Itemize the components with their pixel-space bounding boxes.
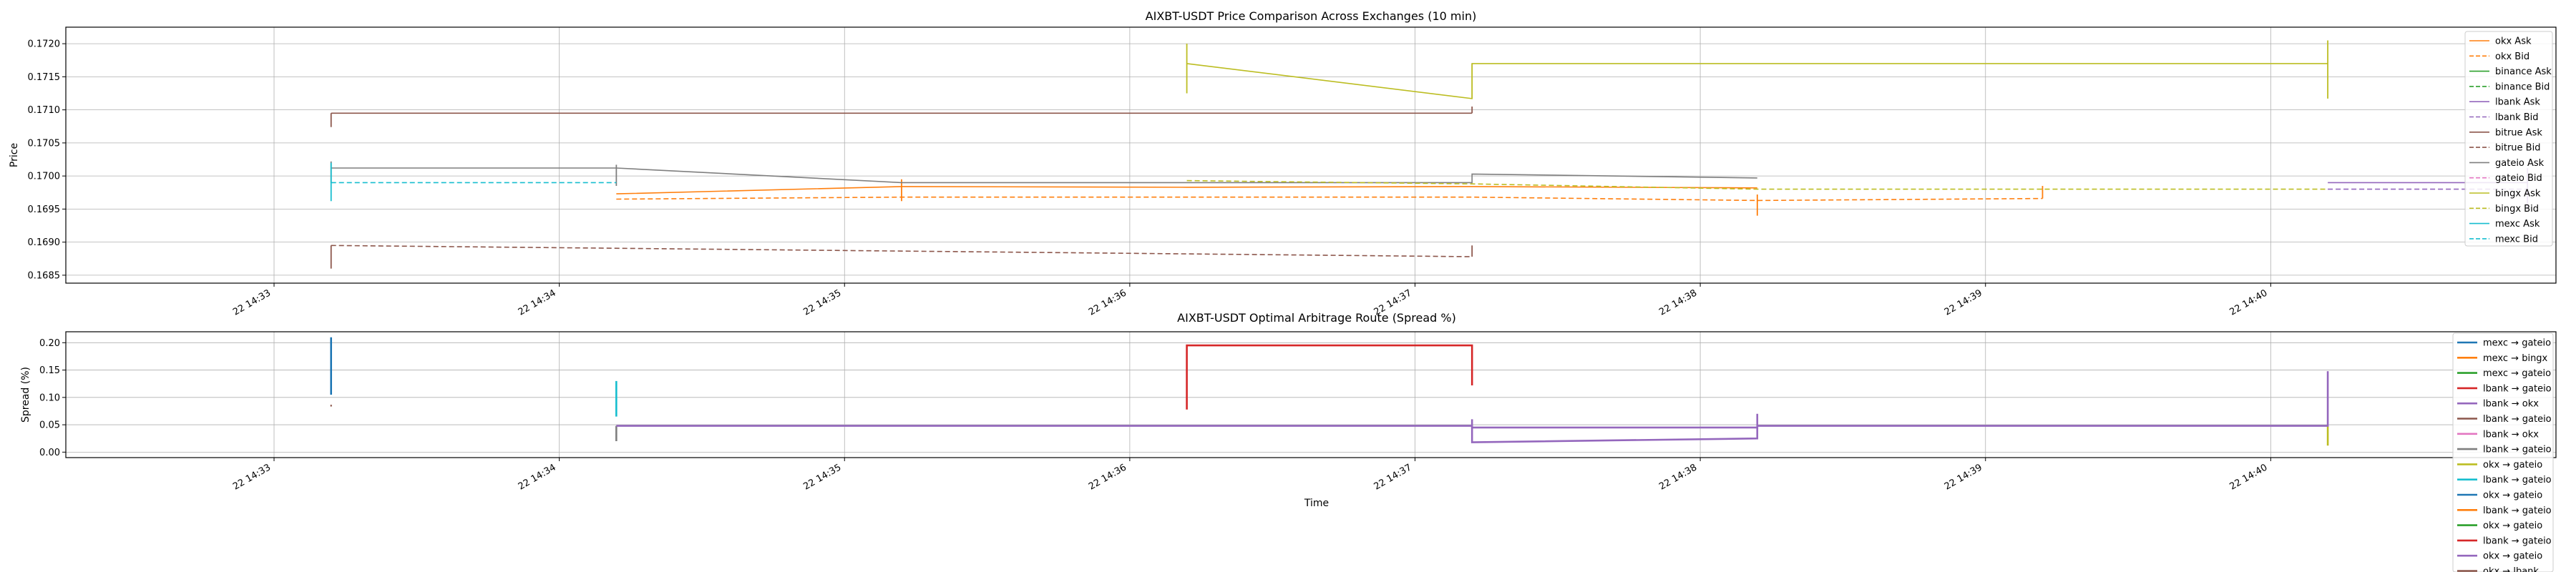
price-grid xyxy=(66,27,2556,283)
spread-y-ticks: 0.00 0.05 0.10 0.15 0.20 xyxy=(39,338,66,458)
legend-label: gateio Ask xyxy=(2495,158,2545,169)
series-line xyxy=(616,371,2329,429)
legend-box xyxy=(2464,31,2553,247)
legend-label: lbank → okx xyxy=(2483,429,2539,440)
legend-label: binance Bid xyxy=(2495,82,2550,92)
price-chart-title: AIXBT-USDT Price Comparison Across Excha… xyxy=(1146,9,1477,23)
spread-chart-title: AIXBT-USDT Optimal Arbitrage Route (Spre… xyxy=(1177,311,1456,325)
price-plot-area xyxy=(66,27,2556,283)
y-tick-label: 0.10 xyxy=(39,393,60,403)
spread-legend: mexc → gateio mexc → bingx mexc → gateio lb… xyxy=(2452,332,2554,572)
spread-grid xyxy=(66,332,2556,458)
y-tick-label: 0.1695 xyxy=(28,204,61,215)
price-y-ticks: 0.1685 0.1690 0.1695 0.1700 0.1705 0.1710 0.17… xyxy=(28,39,66,281)
legend-label: bitrue Bid xyxy=(2495,143,2540,154)
series-line xyxy=(616,186,1757,194)
legend-label: mexc → gateio xyxy=(2483,338,2551,349)
legend-label: bitrue Ask xyxy=(2495,127,2542,138)
legend-label: lbank Ask xyxy=(2495,97,2540,108)
legend-label: mexc Ask xyxy=(2495,219,2540,230)
legend-label: lbank → gateio xyxy=(2483,536,2552,546)
y-tick-label: 0.1700 xyxy=(28,172,61,182)
legend-label: lbank → gateio xyxy=(2483,414,2552,425)
legend-label: lbank → gateio xyxy=(2483,506,2552,516)
spread-plot-area xyxy=(66,332,2556,458)
legend-label: bingx Bid xyxy=(2495,204,2539,214)
y-tick-label: 0.1685 xyxy=(28,270,61,281)
price-plot-frame xyxy=(65,26,2557,284)
y-tick-label: 0.00 xyxy=(39,448,60,458)
y-tick-label: 0.1720 xyxy=(28,39,61,50)
y-tick-label: 0.1710 xyxy=(28,105,61,116)
series-line xyxy=(331,245,1473,257)
price-legend: okx Ask okx Bid binance Ask binance Bid lban… xyxy=(2464,31,2553,247)
legend-label: okx → gateio xyxy=(2483,460,2542,470)
series-line xyxy=(616,196,2043,202)
y-tick-label: 0.15 xyxy=(39,365,60,376)
y-tick-label: 0.1690 xyxy=(28,237,61,248)
legend-label: okx → gateio xyxy=(2483,490,2542,501)
legend-label: mexc Bid xyxy=(2495,234,2538,245)
price-chart: 0.1685 0.1690 0.1695 0.1700 0.1705 0.1710 0.17… xyxy=(9,9,2557,318)
y-tick-label: 0.20 xyxy=(39,338,60,349)
legend-label: okx Ask xyxy=(2495,36,2532,47)
legend-label: okx → lbank xyxy=(2483,566,2539,572)
spread-x-axis-label: Time xyxy=(1304,498,1329,509)
legend-box xyxy=(2452,332,2554,572)
legend-label: mexc → bingx xyxy=(2483,353,2548,364)
spread-plot-frame xyxy=(65,331,2557,458)
legend-label: lbank → gateio xyxy=(2483,475,2552,485)
legend-label: okx Bid xyxy=(2495,51,2529,62)
y-tick-label: 0.1715 xyxy=(28,72,61,83)
series-line xyxy=(1186,344,1473,410)
spread-series xyxy=(330,337,2329,446)
spread-y-axis-label: Spread (%) xyxy=(20,367,31,423)
legend-label: gateio Bid xyxy=(2495,173,2542,184)
spread-chart: 0.000.050.100.150.20 22 14:33 22 14:34 22 … xyxy=(20,311,2557,572)
legend-label: lbank → okx xyxy=(2483,399,2539,410)
y-tick-label: 0.1705 xyxy=(28,138,61,149)
series-line xyxy=(331,167,1757,184)
legend-label: okx → gateio xyxy=(2483,551,2542,562)
legend-label: lbank → gateio xyxy=(2483,383,2552,394)
legend-label: lbank → gateio xyxy=(2483,445,2552,455)
legend-label: mexc → gateio xyxy=(2483,368,2551,379)
legend-label: lbank Bid xyxy=(2495,112,2539,123)
legend-label: okx → gateio xyxy=(2483,521,2542,531)
y-tick-label: 0.05 xyxy=(39,420,60,431)
legend-label: binance Ask xyxy=(2495,66,2552,77)
series-line xyxy=(1186,179,2328,190)
legend-label: bingx Ask xyxy=(2495,189,2541,199)
price-y-axis-label: Price xyxy=(9,143,20,167)
